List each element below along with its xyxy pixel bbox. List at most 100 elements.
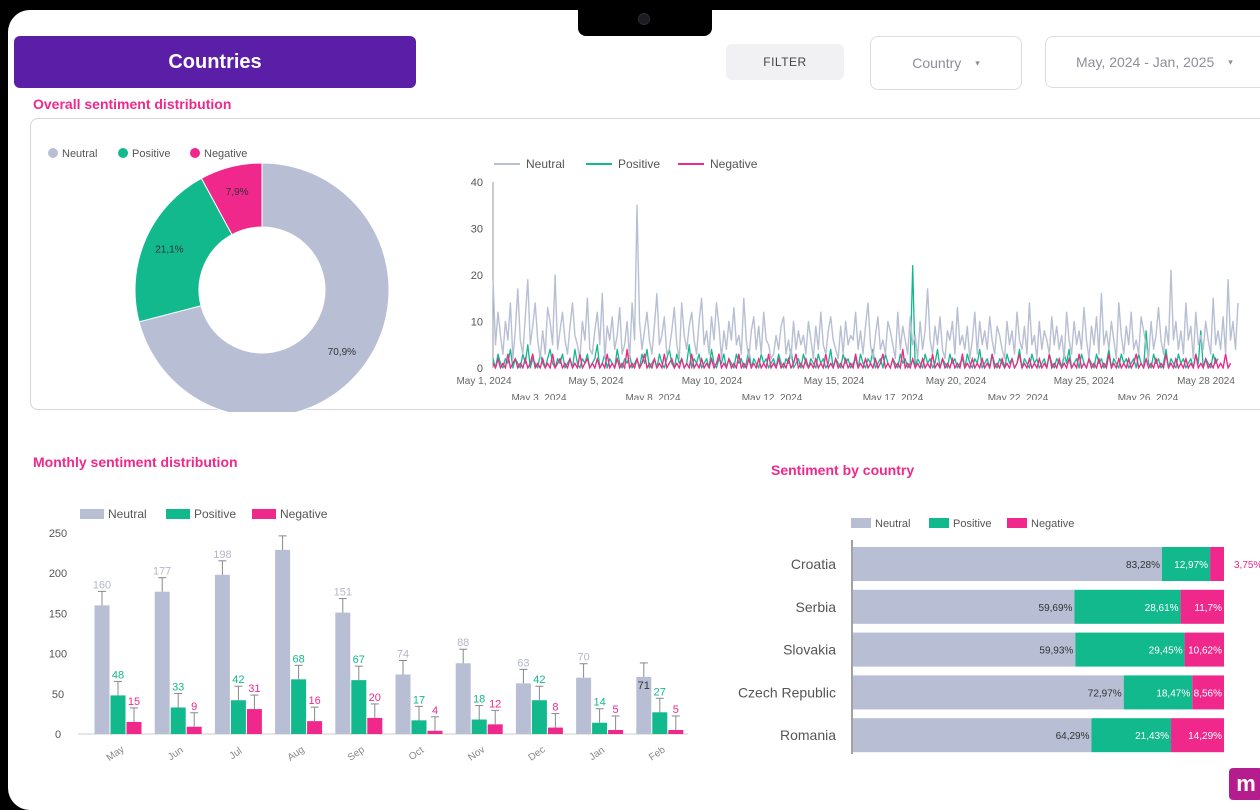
bar-positive xyxy=(471,719,487,734)
x-tick-label: Dec xyxy=(527,744,548,762)
hbar-value-label: 59,93% xyxy=(1039,646,1073,657)
bar-value-label: 88 xyxy=(457,637,469,649)
bar-neutral xyxy=(335,612,351,734)
camera-icon xyxy=(638,13,650,25)
x-tick-label: Aug xyxy=(286,744,307,762)
hbar-value-label: 14,29% xyxy=(1188,731,1222,742)
hbar-neutral xyxy=(853,675,1124,710)
bar-value-label: 198 xyxy=(213,549,231,561)
bar-value-label: 68 xyxy=(292,653,304,665)
x-tick-label: May xyxy=(105,744,127,762)
bar-value-label: 4 xyxy=(432,705,438,717)
bar-value-label: 48 xyxy=(112,669,124,681)
x-tick-label: May 17, 2024 xyxy=(863,393,924,400)
legend-neutral-label: Neutral xyxy=(875,518,910,530)
bar-negative xyxy=(487,724,503,734)
bar-value-label: 31 xyxy=(248,683,260,695)
legend-neutral-swatch xyxy=(48,148,58,158)
bar-negative xyxy=(246,709,262,734)
bar-value-label: 5 xyxy=(613,704,619,716)
bar-positive xyxy=(230,700,246,734)
bar-value-label: 14 xyxy=(593,697,605,709)
legend-neutral-label: Neutral xyxy=(108,507,147,521)
x-tick-label: Jan xyxy=(587,745,607,762)
hbar-value-label: 64,29% xyxy=(1056,731,1090,742)
bar-neutral xyxy=(515,683,531,734)
filter-button[interactable]: FILTER xyxy=(726,44,844,80)
bar-neutral xyxy=(636,676,652,734)
x-tick-label: May 12, 2024 xyxy=(742,393,803,400)
hbar-negative xyxy=(1184,632,1224,667)
hbar-positive xyxy=(1161,547,1211,581)
legend-negative-label: Negative xyxy=(280,507,328,521)
hbar-value-label: 3,75% xyxy=(1234,560,1260,571)
bar-value-label: 42 xyxy=(232,674,244,686)
legend-neutral-swatch xyxy=(80,509,104,519)
hbar-positive xyxy=(1123,675,1193,710)
bar-negative xyxy=(668,729,684,734)
bar-negative xyxy=(427,730,443,734)
hbar-value-label: 8,56% xyxy=(1194,688,1222,699)
x-tick-label: May 25, 2024 xyxy=(1054,376,1115,387)
legend-positive-label: Positive xyxy=(618,157,660,171)
x-tick-label: Jun xyxy=(166,745,186,762)
hbar-neutral xyxy=(853,718,1092,753)
bar-negative xyxy=(608,729,624,734)
bar-value-label: 74 xyxy=(397,649,409,661)
country-dropdown-label: Country xyxy=(912,55,962,71)
chevron-down-icon: ▾ xyxy=(975,57,980,68)
bar-neutral xyxy=(214,574,230,734)
bar-value-label: 12 xyxy=(489,698,501,710)
donut-label-negative: 7,9% xyxy=(226,187,249,198)
legend-positive-swatch xyxy=(166,509,190,519)
legend-positive-label: Positive xyxy=(953,518,992,530)
hbar-value-label: 10,62% xyxy=(1188,646,1222,657)
country-label: Czech Republic xyxy=(738,684,836,700)
bar-value-label: 8 xyxy=(552,702,558,714)
bar-value-label: 27 xyxy=(654,686,666,698)
bar-value-label: 63 xyxy=(517,657,529,669)
hbar-value-label: 12,97% xyxy=(1174,560,1208,571)
legend-positive-label: Positive xyxy=(194,507,236,521)
bar-positive xyxy=(170,707,186,734)
country-dropdown[interactable]: Country ▾ xyxy=(870,36,1022,90)
y-tick-label: 250 xyxy=(49,528,67,540)
hbar-negative xyxy=(1192,675,1224,710)
donut-chart: Neutral Positive Negative 70,9% 21,1% 7,9% xyxy=(48,148,390,412)
legend-neutral-swatch xyxy=(851,518,871,528)
country-label: Serbia xyxy=(796,599,837,615)
y-tick-label: 0 xyxy=(477,363,483,375)
legend-negative-swatch xyxy=(190,148,200,158)
legend-positive-swatch xyxy=(929,518,949,528)
hbar-value-label: 29,45% xyxy=(1149,646,1183,657)
bar-value-label: 160 xyxy=(93,579,111,591)
y-tick-label: 150 xyxy=(49,608,67,620)
bar-value-label: 16 xyxy=(308,695,320,707)
y-tick-label: 20 xyxy=(471,270,483,282)
country-label: Slovakia xyxy=(783,642,836,658)
hbar-negative xyxy=(1180,589,1224,624)
x-tick-label: May 1, 2024 xyxy=(456,376,511,387)
bar-value-label: 5 xyxy=(673,704,679,716)
bar-negative xyxy=(186,726,202,734)
hbar-neutral xyxy=(853,632,1076,667)
donut-label-neutral: 70,9% xyxy=(328,347,356,358)
hbar-positive xyxy=(1075,632,1185,667)
hbar-negative xyxy=(1171,718,1225,753)
line-series-neutral xyxy=(492,204,1239,360)
donut-label-positive: 21,1% xyxy=(155,245,183,256)
line-series-negative-top xyxy=(492,349,1231,370)
bar-negative xyxy=(307,721,323,734)
x-tick-label: May 22, 2024 xyxy=(988,393,1049,400)
date-range-dropdown[interactable]: May, 2024 - Jan, 2025 ▾ xyxy=(1045,36,1260,88)
legend-negative-label: Negative xyxy=(1031,518,1074,530)
x-tick-label: Oct xyxy=(407,745,426,762)
monthly-section-title: Monthly sentiment distribution xyxy=(33,454,238,470)
hbar-value-label: 11,7% xyxy=(1194,603,1222,614)
hbar-neutral xyxy=(853,589,1075,624)
monthly-bar-chart: Neutral Positive Negative 0 50 100 150 200 250 16… xyxy=(49,507,688,762)
chevron-down-icon: ▾ xyxy=(1228,56,1233,67)
country-bar-chart: Neutral Positive Negative Croatia 83,28% 12,9… xyxy=(738,518,1260,754)
bar-negative xyxy=(367,717,383,734)
x-tick-label: Sep xyxy=(346,744,367,762)
